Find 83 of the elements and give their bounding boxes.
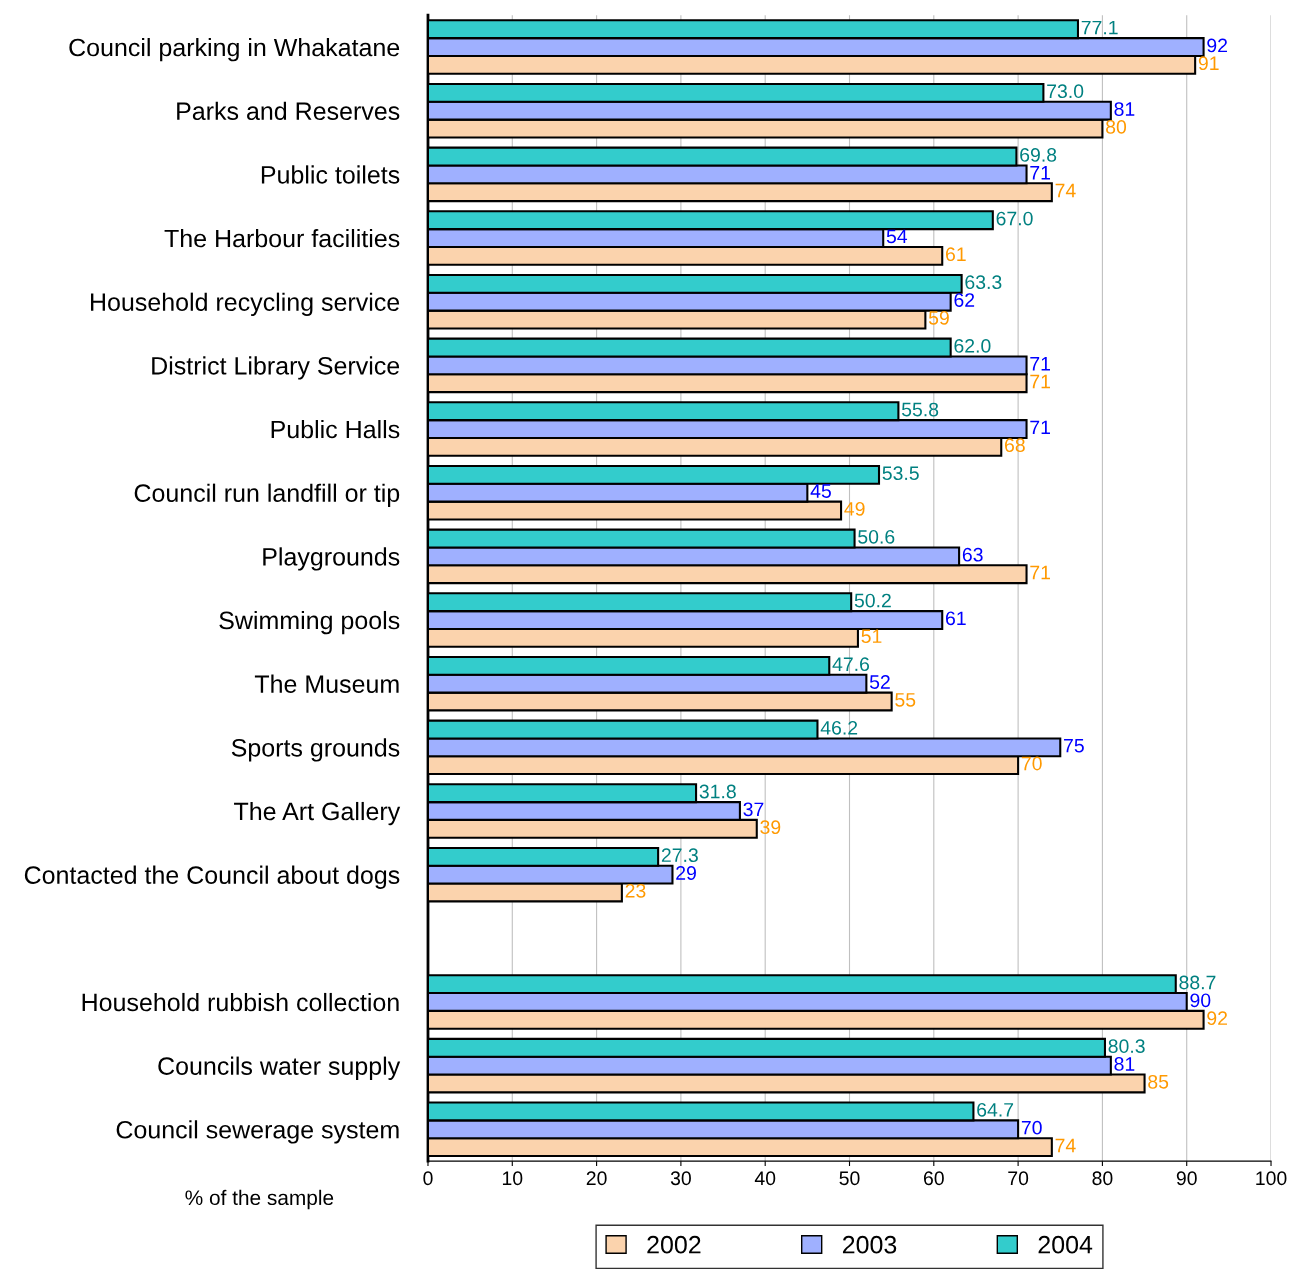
data-label: 61 — [946, 611, 966, 626]
x-tick-label: 80 — [1092, 1171, 1113, 1186]
y-tick-label: The Museum — [254, 674, 399, 693]
y-tick-label: Swimming pools — [219, 610, 400, 635]
data-label: 68 — [1005, 438, 1025, 453]
data-label: 23 — [625, 883, 646, 898]
data-label: 71 — [1030, 565, 1050, 580]
data-label: 77.1 — [1081, 20, 1118, 35]
data-label: 80.3 — [1108, 1039, 1145, 1054]
data-label: 29 — [676, 866, 696, 880]
data-label: 71 — [1030, 374, 1050, 389]
y-tick-label: Public toilets — [261, 165, 400, 184]
x-tick-label: 100 — [1256, 1171, 1287, 1186]
data-label: 92 — [1207, 38, 1228, 53]
x-tick-label: 10 — [502, 1171, 523, 1186]
data-label: 49 — [844, 501, 865, 516]
data-label: 62 — [954, 293, 975, 307]
y-tick-label: Council sewerage system — [116, 1120, 399, 1144]
data-label: 81 — [1114, 1057, 1135, 1071]
x-tick-label: 90 — [1176, 1171, 1197, 1186]
data-label: 46.2 — [820, 720, 858, 735]
y-tick-label: The Harbour facilities — [164, 228, 400, 248]
data-label: 39 — [760, 820, 781, 835]
data-label: 55 — [895, 693, 916, 707]
legend-label: 2004 — [1038, 1235, 1093, 1254]
data-label: 92 — [1207, 1011, 1228, 1026]
data-label: 37 — [743, 802, 764, 817]
data-label: 81 — [1114, 102, 1135, 116]
y-tick-label: Councils water supply — [158, 1056, 401, 1080]
legend-label: 2002 — [647, 1235, 701, 1254]
y-tick-label: The Art Gallery — [234, 801, 401, 826]
y-tick-label: Council parking in Whakatane — [69, 38, 400, 62]
legend-label: 2003 — [842, 1235, 897, 1254]
data-label: 70 — [1021, 756, 1042, 771]
y-tick-label: Public Halls — [271, 419, 400, 439]
data-label: 31.8 — [699, 784, 736, 799]
data-label: 71 — [1030, 420, 1050, 435]
data-label: 71 — [1030, 166, 1050, 180]
data-label: 63.3 — [965, 275, 1002, 290]
y-tick-label: Council run landfill or tip — [134, 483, 400, 507]
data-label: 53.5 — [882, 466, 919, 481]
data-label: 55.8 — [901, 402, 939, 417]
data-label: 75 — [1064, 738, 1084, 753]
data-label: 47.6 — [832, 657, 870, 672]
x-tick-label: 60 — [923, 1171, 944, 1186]
data-label: 27.3 — [661, 848, 698, 863]
data-label: 62.0 — [954, 338, 991, 353]
x-tick-label: 70 — [1008, 1171, 1029, 1186]
x-axis-title: % of the sample — [185, 1189, 334, 1210]
y-tick-label: Sports grounds — [231, 738, 400, 762]
data-label: 50.6 — [858, 529, 895, 544]
data-label: 85 — [1148, 1074, 1169, 1089]
y-tick-label: District Library Service — [152, 356, 400, 380]
x-tick-label: 0 — [423, 1171, 433, 1186]
data-label: 73.0 — [1047, 84, 1084, 99]
x-tick-label: 20 — [586, 1171, 607, 1186]
data-label: 59 — [928, 310, 949, 325]
data-label: 45 — [810, 484, 831, 498]
data-label: 90 — [1190, 993, 1211, 1008]
data-label: 51 — [861, 629, 882, 644]
data-label: 63 — [962, 547, 983, 562]
x-tick-label: 50 — [839, 1171, 860, 1186]
data-label: 91 — [1198, 56, 1219, 71]
data-label: 69.8 — [1020, 148, 1057, 162]
data-label: 70 — [1021, 1120, 1042, 1135]
x-tick-label: 40 — [754, 1171, 776, 1186]
y-tick-label: Contacted the Council about dogs — [24, 865, 400, 889]
y-tick-label: Household rubbish collection — [82, 992, 399, 1012]
data-label: 74 — [1055, 1138, 1076, 1153]
data-label: 80 — [1106, 120, 1127, 134]
data-label: 64.7 — [977, 1102, 1014, 1117]
y-tick-label: Playgrounds — [263, 547, 400, 571]
data-label: 71 — [1030, 357, 1050, 371]
data-label: 88.7 — [1179, 975, 1216, 990]
y-tick-label: Parks and Reserves — [177, 101, 400, 121]
y-tick-label: Household recycling service — [91, 292, 400, 316]
data-label: 74 — [1055, 183, 1076, 198]
data-label: 50.2 — [854, 593, 891, 608]
data-label: 61 — [946, 247, 966, 262]
x-tick-label: 30 — [670, 1171, 691, 1186]
data-label: 52 — [869, 675, 890, 689]
data-label: 67.0 — [996, 211, 1033, 226]
data-label: 54 — [886, 229, 908, 244]
